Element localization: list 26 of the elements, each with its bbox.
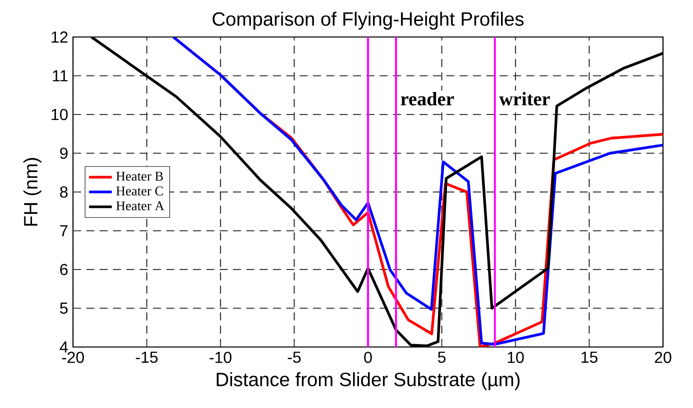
- y-tick-label: 5: [60, 302, 68, 314]
- x-tick-label: -15: [136, 352, 158, 363]
- chart-title: Comparison of Flying-Height Profiles: [212, 12, 524, 30]
- x-tick-label: -5: [288, 352, 301, 363]
- y-tick-label: 12: [52, 31, 68, 43]
- y-tick-label: 11: [52, 70, 68, 82]
- legend-label: Heater A: [116, 201, 164, 210]
- x-tick-label: -10: [210, 352, 232, 364]
- ref-line-label: writer: [499, 92, 550, 106]
- x-tick-label: 10: [508, 352, 524, 364]
- ref-line-label: reader: [400, 92, 454, 106]
- y-tick-label: 8: [60, 186, 68, 198]
- y-tick-label: 9: [60, 148, 68, 159]
- x-tick-label: 5: [438, 352, 446, 363]
- legend-label: Heater C: [116, 186, 163, 196]
- x-tick-label: 0: [364, 352, 372, 364]
- x-tick-label: 15: [582, 352, 598, 363]
- y-tick-label: 4: [60, 342, 68, 353]
- legend-label: Heater B: [116, 172, 163, 181]
- x-tick-label: -20: [62, 352, 84, 364]
- y-tick-label: 7: [60, 225, 68, 236]
- x-axis-title: Distance from Slider Substrate (µm): [216, 372, 520, 390]
- y-tick-label: 6: [60, 264, 68, 276]
- y-tick-label: 10: [52, 108, 68, 120]
- y-axis-title: FH (nm): [23, 158, 42, 226]
- x-tick-label: 20: [654, 352, 672, 364]
